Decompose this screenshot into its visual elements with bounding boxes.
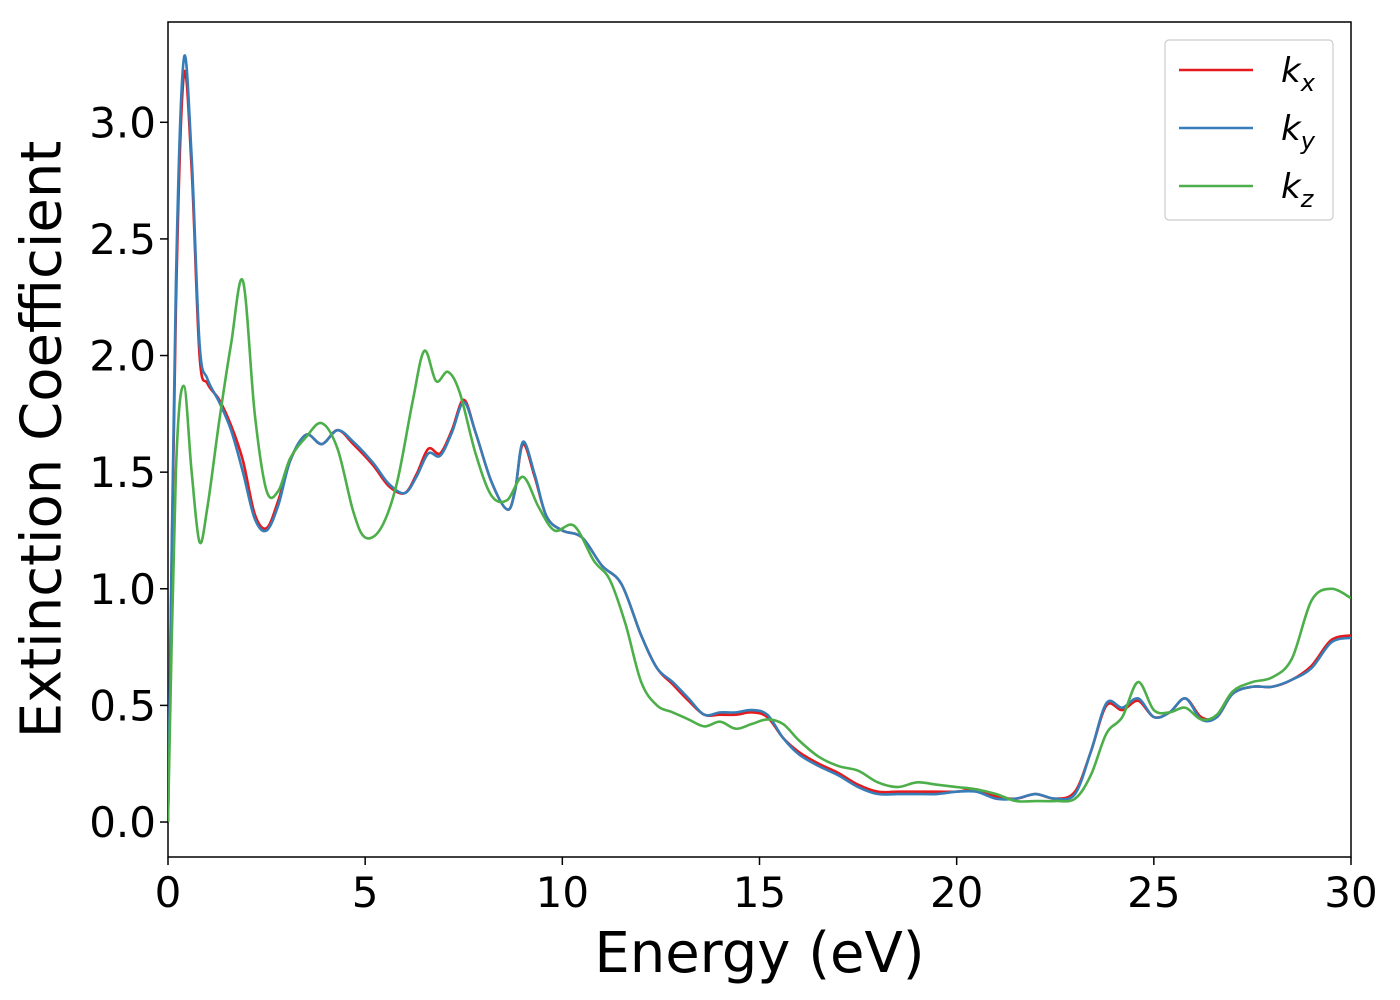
- y-axis-title: Extinction Coefficient: [10, 141, 75, 739]
- legend-label-kx: kx: [1281, 51, 1316, 97]
- legend-box: [1164, 39, 1334, 221]
- y-tick-label: 3.0: [89, 98, 156, 147]
- x-axis-ticks: 0 5 10 15 20 25 30: [155, 857, 1378, 917]
- legend: kx ky kz: [1164, 39, 1334, 221]
- x-axis-title: Energy (eV): [594, 921, 924, 986]
- y-axis-ticks: 0.0 0.5 1.0 1.5 2.0 2.5 3.0: [89, 98, 168, 847]
- series-line-kz: [168, 277, 1351, 823]
- plot-area: 0 5 10 15 20 25 30 0.0 0.5 1.0 1.5 2.0 2.5 3.0: [89, 21, 1378, 917]
- y-tick-label: 1.0: [89, 565, 156, 614]
- x-tick-label: 15: [733, 868, 786, 917]
- series-line-ky: [168, 54, 1351, 823]
- x-tick-label: 0: [155, 868, 182, 917]
- y-tick-label: 2.5: [89, 215, 156, 264]
- legend-label-kz: kz: [1281, 167, 1315, 213]
- x-tick-label: 10: [536, 868, 589, 917]
- y-tick-label: 1.5: [89, 448, 156, 497]
- x-tick-label: 20: [930, 868, 983, 917]
- y-tick-label: 0.0: [89, 798, 156, 847]
- x-tick-label: 5: [352, 868, 379, 917]
- legend-label-ky: ky: [1281, 109, 1316, 155]
- series-group: [168, 54, 1351, 823]
- x-tick-label: 25: [1127, 868, 1180, 917]
- y-tick-label: 0.5: [89, 681, 156, 730]
- y-tick-label: 2.0: [89, 332, 156, 381]
- x-tick-label: 30: [1324, 868, 1377, 917]
